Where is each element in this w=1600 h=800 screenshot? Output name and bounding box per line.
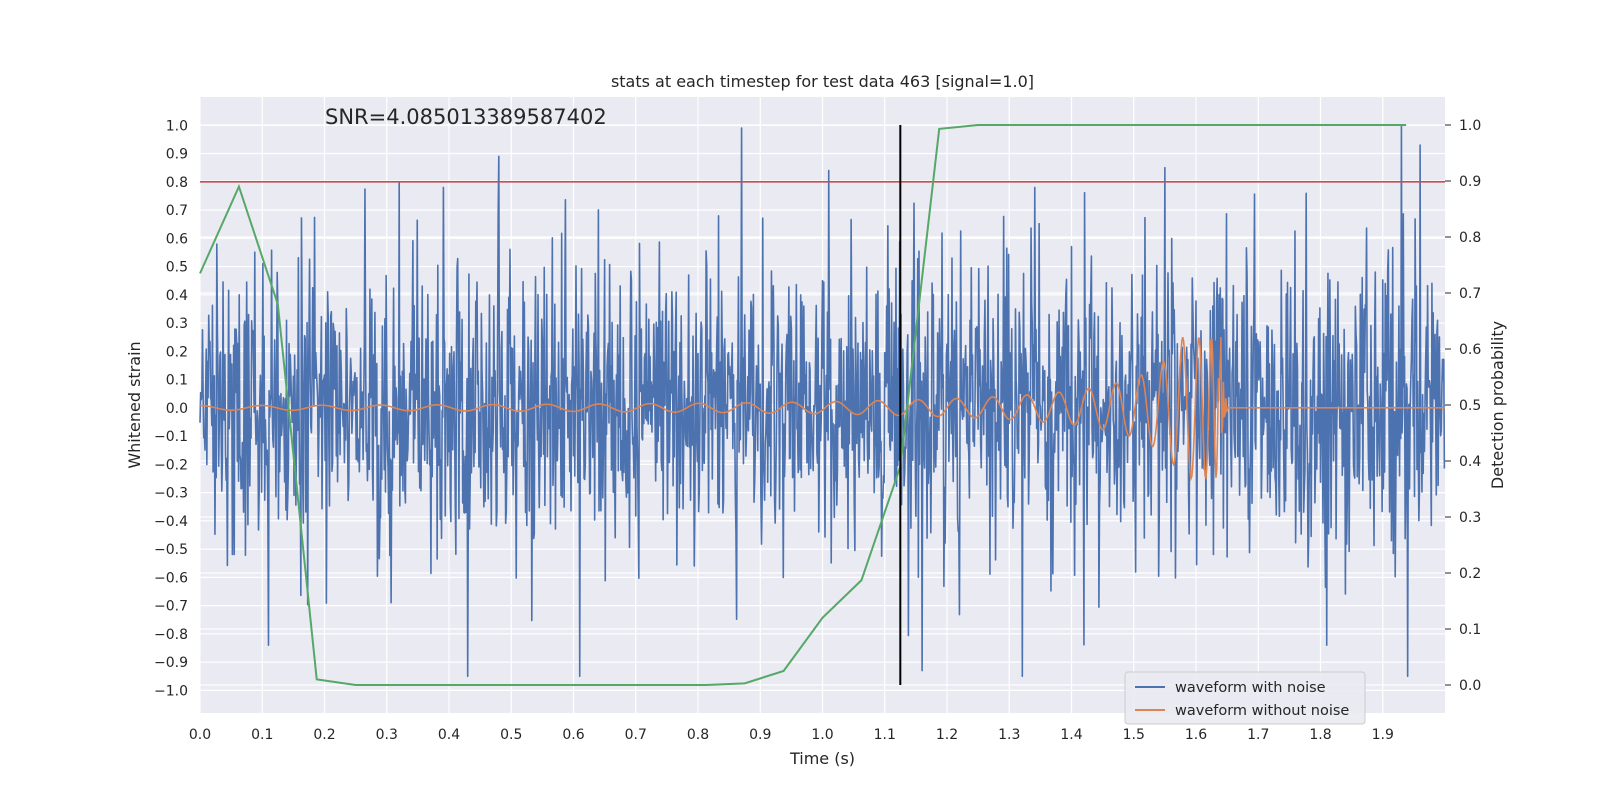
x-tick-label: 1.9	[1372, 727, 1394, 743]
legend: waveform with noise waveform without noi…	[1124, 671, 1366, 725]
y2-tick-label: 0.9	[1459, 174, 1481, 190]
x-tick-label: 1.8	[1309, 727, 1331, 743]
y2-tick-label: 0.7	[1459, 286, 1481, 302]
y2-tick-label: 1.0	[1459, 118, 1481, 134]
y-tick-label: −0.1	[154, 429, 188, 445]
y-tick-label: −0.5	[154, 542, 188, 558]
y-tick-label: 0.0	[166, 401, 188, 417]
legend-label-clean: waveform without noise	[1175, 703, 1349, 719]
y2-tick-label: 0.1	[1459, 622, 1481, 638]
y-axis-title: Whitened strain	[125, 341, 144, 468]
x-tick-label: 0.0	[189, 727, 211, 743]
x-tick-label: 1.3	[998, 727, 1020, 743]
y-tick-label: −1.0	[154, 683, 188, 699]
x-tick-label: 1.0	[811, 727, 833, 743]
y-tick-label: −0.7	[154, 599, 188, 615]
y-tick-label: 0.4	[166, 288, 188, 304]
series-waveform-with-noise	[199, 124, 1446, 678]
series-layer	[199, 124, 1446, 686]
x-tick-label: 1.6	[1185, 727, 1207, 743]
x-tick-label: 0.3	[376, 727, 398, 743]
x-tick-label: 0.2	[313, 727, 335, 743]
y-tick-label: 0.1	[166, 373, 188, 389]
y-tick-label: −0.6	[154, 570, 188, 586]
y-tick-label: −0.4	[154, 514, 188, 530]
y2-tick-label: 0.2	[1459, 566, 1481, 582]
tick-labels: 0.0 0.1 0.2 0.3 0.4 0.5 0.6 0.7 0.8 0.9 1.0 1.1 1.2 1…	[154, 118, 1481, 743]
x-tick-label: 1.1	[874, 727, 896, 743]
x-axis-title: Time (s)	[789, 749, 855, 768]
legend-box	[1124, 671, 1366, 725]
y-tick-label: −0.3	[154, 486, 188, 502]
x-tick-label: 1.7	[1247, 727, 1269, 743]
y-tick-label: −0.2	[154, 457, 188, 473]
y2-tick-label: 0.4	[1459, 454, 1481, 470]
y-tick-label: 0.8	[166, 175, 188, 191]
x-tick-label: 0.7	[625, 727, 647, 743]
y-tick-label: 0.7	[166, 203, 188, 219]
y2-tick-label: 0.6	[1459, 342, 1481, 358]
snr-annotation: SNR=4.085013389587402	[325, 105, 607, 129]
y-tick-label: 0.5	[166, 260, 188, 276]
x-tick-label: 0.1	[251, 727, 273, 743]
y-tick-label: 0.6	[166, 231, 188, 247]
x-tick-label: 1.4	[1060, 727, 1082, 743]
chart-title: stats at each timestep for test data 463…	[611, 72, 1034, 91]
x-tick-label: 0.8	[687, 727, 709, 743]
y2-tick-label: 0.0	[1459, 678, 1481, 694]
x-tick-label: 0.6	[562, 727, 584, 743]
y-tick-label: 0.9	[166, 147, 188, 163]
y-tick-label: −0.9	[154, 655, 188, 671]
y2-tick-label: 0.8	[1459, 230, 1481, 246]
x-tick-label: 1.5	[1123, 727, 1145, 743]
series-waveform-without-noise	[200, 337, 1445, 482]
x-tick-label: 0.5	[500, 727, 522, 743]
y-tick-label: 0.3	[166, 316, 188, 332]
y2-tick-label: 0.3	[1459, 510, 1481, 526]
y2-tick-label: 0.5	[1459, 398, 1481, 414]
legend-label-noisy: waveform with noise	[1175, 680, 1326, 696]
x-tick-label: 0.4	[438, 727, 460, 743]
series-detection-probability	[199, 124, 1407, 686]
y2-axis-title: Detection probability	[1488, 321, 1507, 489]
x-tick-label: 1.2	[936, 727, 958, 743]
y-tick-label: −0.8	[154, 627, 188, 643]
x-tick-label: 0.9	[749, 727, 771, 743]
y-tick-label: 1.0	[166, 118, 188, 134]
y-tick-label: 0.2	[166, 344, 188, 360]
